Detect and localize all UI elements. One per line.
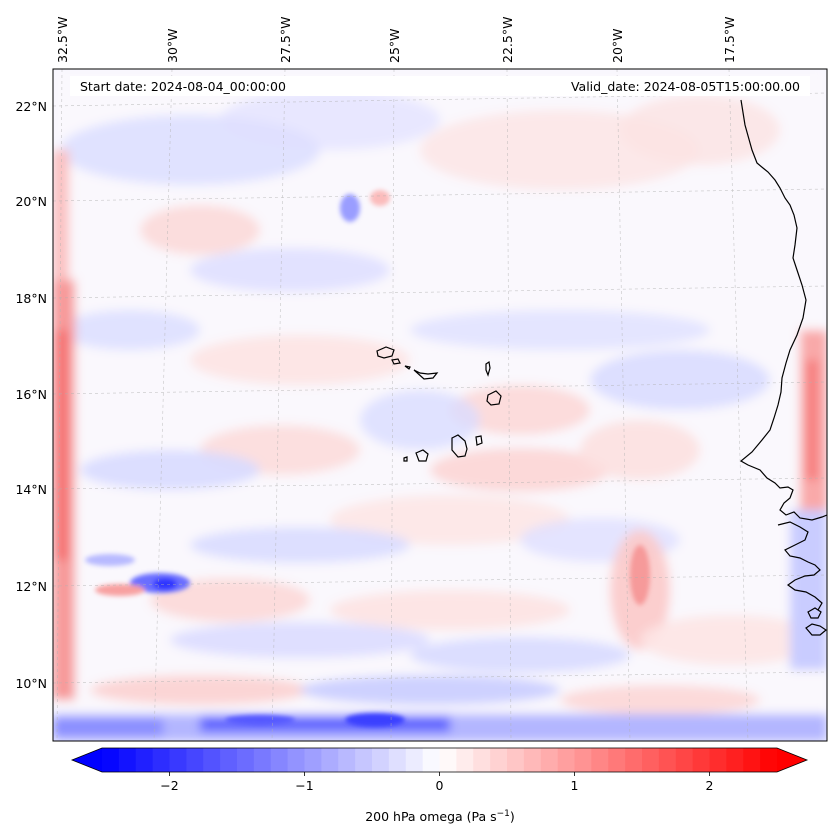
colorbar-cell <box>152 748 171 772</box>
colorbar-extend-low <box>72 748 102 772</box>
colorbar-cell <box>355 748 373 772</box>
colorbar-cell <box>726 748 744 772</box>
colorbar-cell <box>625 748 643 772</box>
lat-label-12n: 12°N <box>15 579 47 594</box>
island-fogo <box>415 449 429 462</box>
colorbar-cell <box>388 748 407 772</box>
colorbar-cell <box>490 748 508 772</box>
colorbar-cell <box>658 748 677 772</box>
lon-label-25w: 25°W <box>387 28 402 63</box>
longitude-labels: 32.5°W 30°W 27.5°W 25°W 22.5°W 20°W 17.5… <box>55 17 737 63</box>
colorbar-cells <box>102 748 778 772</box>
colorbar-cell <box>186 748 204 772</box>
colorbar-tick-label: 1 <box>571 778 579 793</box>
valid-date-label: Valid_date: 2024-08-05T15:00:00.00 <box>571 79 800 94</box>
coastline <box>739 99 827 636</box>
colorbar-cell <box>422 748 441 772</box>
lat-label-22n: 22°N <box>15 99 47 114</box>
colorbar-tick-label: 2 <box>706 778 714 793</box>
colorbar-cell <box>456 748 474 772</box>
colorbar-cell <box>270 748 289 772</box>
colorbar-tick-label: −2 <box>160 778 178 793</box>
colorbar-cell <box>287 748 306 772</box>
lon-label-20w: 20°W <box>610 28 625 63</box>
island-santiago <box>451 434 468 458</box>
lon-label-17-5w: 17.5°W <box>722 17 737 63</box>
colorbar-cell <box>709 748 727 772</box>
colorbar-ticks: −2 −1 0 1 2 <box>160 772 713 793</box>
lat-label-14n: 14°N <box>15 482 47 497</box>
colorbar-tick-label: −1 <box>295 778 313 793</box>
island-sal <box>485 360 491 377</box>
colorbar-cell <box>203 748 221 772</box>
colorbar-title: 200 hPa omega (Pa s−1) <box>365 809 515 824</box>
cape-verde-islands <box>376 346 502 462</box>
colorbar-cell <box>507 748 525 772</box>
colorbar-cell <box>304 748 322 772</box>
colorbar-cell <box>675 748 694 772</box>
colorbar: −2 −1 0 1 2 200 hPa omega (Pa s−1) <box>70 747 809 824</box>
colorbar-cell <box>743 748 761 772</box>
lat-label-20n: 20°N <box>15 194 47 209</box>
colorbar-cell <box>338 748 356 772</box>
island-sao-nicolau <box>413 369 439 380</box>
island-maio <box>475 435 483 446</box>
colorbar-cell <box>540 748 559 772</box>
colorbar-cell <box>135 748 154 772</box>
colorbar-cell <box>557 748 576 772</box>
colorbar-cell <box>169 748 187 772</box>
colorbar-cell <box>473 748 491 772</box>
island-santa-luzia <box>404 365 411 370</box>
lon-label-22-5w: 22.5°W <box>500 17 515 63</box>
omega-field-details <box>85 190 650 727</box>
colorbar-cell <box>118 748 137 772</box>
colorbar-cell <box>692 748 711 772</box>
omega-field <box>53 69 827 741</box>
colorbar-cell <box>237 748 255 772</box>
colorbar-extend-high <box>777 748 807 772</box>
header-band <box>70 76 810 96</box>
colorbar-cell <box>608 748 626 772</box>
lon-label-27-5w: 27.5°W <box>278 17 293 63</box>
colorbar-cell <box>642 748 660 772</box>
colorbar-cell <box>321 748 339 772</box>
map-frame <box>52 68 828 742</box>
colorbar-tick-label: 0 <box>436 778 444 793</box>
colorbar-outline <box>70 747 809 773</box>
latitude-labels: 22°N 20°N 18°N 16°N 14°N 12°N 10°N <box>15 99 47 691</box>
lon-label-30w: 30°W <box>165 28 180 63</box>
island-sao-vicente <box>391 358 401 365</box>
africa-coastline <box>739 99 827 521</box>
colorbar-cell <box>523 748 542 772</box>
colorbar-cell <box>253 748 272 772</box>
lon-label-32-5w: 32.5°W <box>55 17 70 63</box>
lat-label-16n: 16°N <box>15 387 47 402</box>
lat-label-18n: 18°N <box>15 291 47 306</box>
island-brava <box>403 456 408 462</box>
lat-label-10n: 10°N <box>15 676 47 691</box>
colorbar-cell <box>220 748 238 772</box>
island-santo-antao <box>376 346 395 359</box>
island-boa-vista <box>486 390 502 406</box>
colorbar-cell <box>405 748 424 772</box>
colorbar-cell <box>439 748 457 772</box>
colorbar-cell <box>372 748 390 772</box>
colorbar-cell <box>591 748 609 772</box>
colorbar-cell <box>574 748 592 772</box>
colorbar-cell <box>102 748 120 772</box>
start-date-label: Start date: 2024-08-04_00:00:00 <box>80 79 286 94</box>
omega-map: Start date: 2024-08-04_00:00:00 Valid_da… <box>53 69 827 741</box>
colorbar-cell <box>760 748 778 772</box>
gridlines <box>53 69 827 741</box>
